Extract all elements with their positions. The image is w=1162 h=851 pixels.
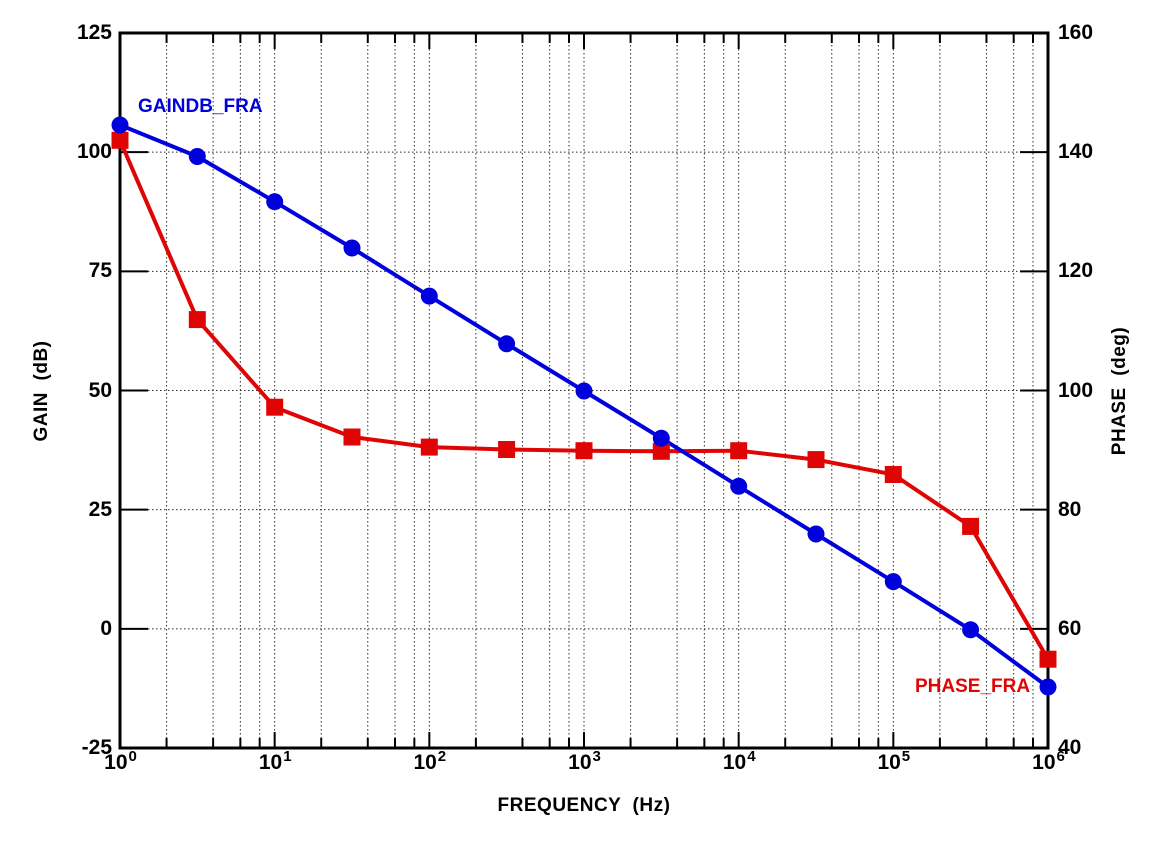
- frequency-axis-title: FREQUENCY (Hz): [497, 795, 671, 816]
- frequency-tick-label: 102: [413, 748, 447, 774]
- gain-tick-label: 25: [88, 497, 112, 521]
- frequency-tick-label: 106: [1032, 748, 1065, 774]
- gain-axis-title: GAIN (dB): [31, 340, 52, 442]
- frequency-tick-label: 101: [258, 748, 292, 774]
- phase-tick-label: 160: [1058, 21, 1094, 44]
- frequency-tick-label: 100: [104, 748, 137, 774]
- phase-tick-label: 100: [1058, 378, 1094, 402]
- frequency-tick-label: 104: [722, 748, 756, 774]
- phase-axis-title: PHASE (deg): [1109, 326, 1130, 456]
- frequency-tick-label: 105: [877, 748, 911, 774]
- phase-tick-label: 80: [1058, 497, 1082, 521]
- phase-tick-label: 120: [1058, 259, 1094, 283]
- frequency-tick-label: 103: [568, 748, 601, 774]
- gain-tick-label: 100: [76, 140, 112, 164]
- phase-tick-label: 40: [1058, 736, 1082, 759]
- gain-tick-label: 50: [88, 378, 112, 402]
- gain-series-label: GAINDB_FRA: [138, 96, 263, 117]
- gain-tick-label: -25: [81, 736, 112, 759]
- gain-tick-label: 75: [88, 259, 112, 283]
- phase-tick-label: 140: [1058, 140, 1094, 164]
- phase-series-label: PHASE_FRA: [915, 676, 1031, 697]
- gain-tick-label: 125: [76, 21, 112, 44]
- phase-tick-label: 60: [1058, 616, 1082, 640]
- gain-tick-label: 0: [100, 616, 112, 640]
